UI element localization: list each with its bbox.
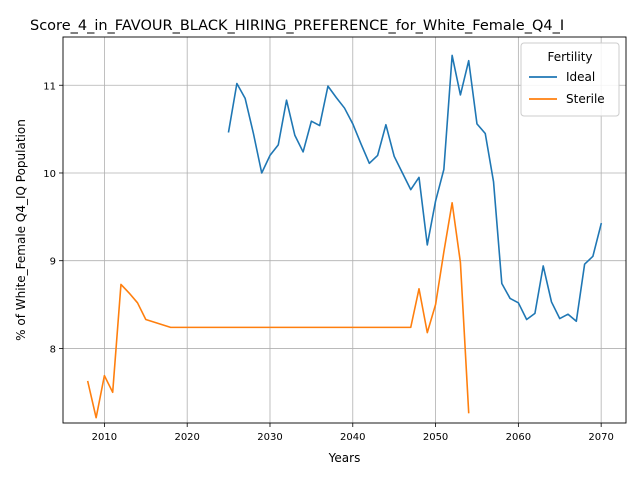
series-line-ideal — [227, 54, 603, 323]
x-tick-label: 2060 — [506, 432, 531, 443]
x-axis: 2010 2020 2030 2040 2050 2060 2070 — [92, 423, 614, 443]
legend-box — [520, 42, 620, 117]
legend-title: Fertility — [547, 50, 592, 64]
y-axis: 8 9 10 11 — [43, 81, 63, 355]
plot-frame — [62, 36, 627, 424]
y-tick-label: 9 — [50, 257, 56, 268]
x-tick-label: 2040 — [340, 432, 365, 443]
legend: Fertility Ideal Sterile — [520, 42, 620, 117]
series-line-sterile — [86, 202, 470, 419]
x-tick-label: 2050 — [423, 432, 448, 443]
series-layer — [86, 54, 603, 419]
x-tick-label: 2020 — [174, 432, 199, 443]
legend-label-sterile: Sterile — [566, 92, 605, 106]
y-axis-label: % of White_Female Q4_IQ Population — [14, 119, 28, 341]
x-tick-label: 2030 — [257, 432, 282, 443]
y-tick-label: 10 — [43, 169, 56, 180]
x-tick-label: 2010 — [92, 432, 117, 443]
legend-label-ideal: Ideal — [566, 70, 595, 84]
chart-title: Score_4_in_FAVOUR_BLACK_HIRING_PREFERENC… — [30, 18, 564, 34]
x-axis-label: Years — [328, 451, 361, 465]
grid-lines — [63, 37, 626, 423]
y-tick-label: 8 — [50, 344, 56, 355]
y-tick-label: 11 — [43, 81, 56, 92]
x-tick-label: 2070 — [588, 432, 613, 443]
